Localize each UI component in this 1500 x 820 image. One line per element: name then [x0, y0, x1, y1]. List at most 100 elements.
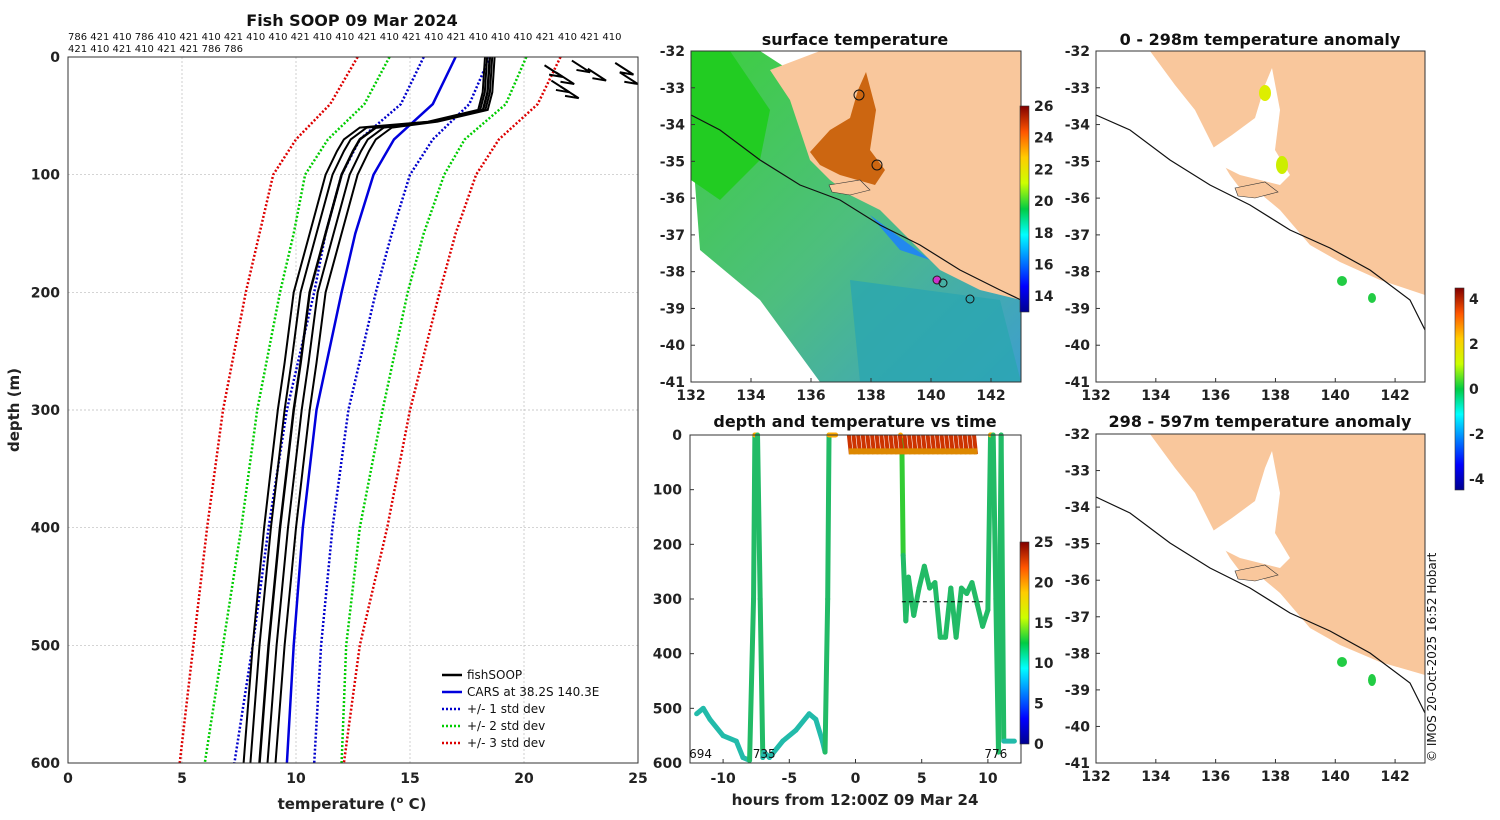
anomaly-lower-xtick: 140 [1321, 769, 1350, 785]
timeseries-colorbar [1019, 541, 1030, 745]
timeseries-segment-1-21 [990, 432, 999, 602]
sst-map-panel: surface temperature 132 134 136 138 140 142 -3… [660, 30, 1054, 404]
sst-colorbar-tick: 22 [1034, 162, 1053, 178]
sst-xtick: 142 [976, 388, 1005, 404]
timeseries-ytick: 100 [653, 483, 682, 499]
sst-field-4 [870, 215, 930, 260]
sst-ytick: -36 [660, 191, 685, 207]
sst-colorbar-tick: 16 [1034, 257, 1053, 273]
timeseries-frame [689, 434, 1022, 764]
profile-surface-mark-1 [555, 71, 575, 86]
sst-colorbar-tick: 18 [1034, 226, 1053, 242]
profile-title: Fish SOOP 09 Mar 2024 [246, 11, 457, 30]
timeseries-xtick: 5 [917, 771, 927, 787]
legend-label-fish: fishSOOP [467, 668, 522, 682]
anomaly-upper-patch-2 [1276, 156, 1288, 174]
timeseries-dive-label-2: 776 [984, 747, 1007, 761]
anomaly-lower-xtick: 132 [1081, 769, 1110, 785]
anomaly-upper-panel: 0 - 298m temperature anomaly 132 134 136 13… [1065, 30, 1426, 404]
anomaly-colorbar [1454, 287, 1465, 491]
anomaly-lower-ytick: -41 [1065, 756, 1090, 772]
anomaly-lower-contour [1096, 496, 1425, 714]
profile-xtick: 0 [63, 771, 73, 787]
profile-ytick: 100 [31, 168, 60, 184]
anomaly-upper-xtick: 136 [1201, 388, 1230, 404]
profile-ytick: 200 [31, 285, 60, 301]
anomaly-lower-gulf [1210, 451, 1290, 568]
anomaly-upper-xtick: 138 [1261, 388, 1290, 404]
timeseries-segment-0-13 [766, 738, 786, 761]
header-ids-line-1: 786 421 410 786 410 421 410 421 410 410 … [68, 32, 621, 43]
timeseries-segment-0-20 [825, 432, 832, 602]
header-ids-line-2: 421 410 421 410 421 421 786 786 [68, 44, 243, 55]
sst-colorbar-tick: 24 [1034, 131, 1054, 147]
anomaly-colorbar-tick: -2 [1469, 427, 1485, 443]
sst-ytick: -40 [660, 338, 686, 354]
timeseries-segment-0-10 [757, 596, 766, 761]
timeseries-segment-0-15 [793, 711, 812, 733]
sst-obs-2 [965, 294, 975, 304]
anomaly-lower-patch-2 [1368, 674, 1376, 686]
sst-colorbar-tick: 20 [1034, 194, 1054, 210]
profile-panel: Fish SOOP 09 Mar 2024 786 421 410 786 41… [5, 11, 648, 813]
timeseries-colorbar-tick: 25 [1034, 535, 1053, 551]
anomaly-upper-patch-1 [1259, 85, 1271, 101]
anomaly-lower-ytick: -35 [1065, 537, 1090, 553]
timeseries-ytick: 400 [653, 647, 682, 663]
timeseries-segment-1-13 [953, 585, 964, 640]
profile-series-0 [285, 56, 457, 764]
timeseries-segment-1-1 [899, 437, 906, 558]
timeseries-title: depth and temperature vs time [713, 412, 996, 431]
anomaly-lower-ytick: -38 [1065, 646, 1090, 662]
timeseries-colorbar-tick: 10 [1034, 656, 1054, 672]
anomaly-lower-xtick: 136 [1201, 769, 1230, 785]
profile-ylabel: depth (m) [5, 368, 23, 452]
sst-obs-4 [871, 159, 883, 171]
anomaly-upper-ytick: -39 [1065, 301, 1090, 317]
anomaly-upper-ticks: 132 134 136 138 140 142 -32 -33 -34 -35 -36 -37 -38 -… [1065, 44, 1410, 404]
timeseries-panel: depth and temperature vs time -10 -5 0 5 100… [653, 412, 1054, 809]
sst-obs-1 [938, 278, 948, 288]
profile-xtick: 10 [286, 771, 306, 787]
timeseries-xtick: 10 [978, 771, 998, 787]
timeseries-colorbar-ticks: 25 20 15 10 5 0 [1034, 535, 1054, 753]
profile-series-6 [342, 56, 562, 764]
sst-shelf-contour [691, 114, 1021, 301]
anomaly-upper-ytick: -37 [1065, 228, 1090, 244]
profile-surface-mark-4 [614, 62, 634, 76]
timeseries-ytick: 600 [653, 756, 682, 772]
sst-xtick: 136 [796, 388, 825, 404]
anomaly-upper-xtick: 140 [1321, 388, 1350, 404]
sst-land [770, 51, 1021, 300]
timeseries-track [694, 432, 1017, 763]
profile-series-5 [178, 56, 359, 764]
profile-ytick: 300 [31, 403, 60, 419]
sst-ytick: -39 [660, 301, 685, 317]
timeseries-segment-0-14 [780, 727, 799, 744]
profile-xtick: 15 [400, 771, 419, 787]
timeseries-segment-1-16 [969, 580, 980, 607]
profile-ticks: 0 5 10 15 20 25 0 100 200 300 400 500 600 [31, 50, 648, 787]
sst-colorbar-tick: 26 [1034, 99, 1053, 115]
profile-ytick: 500 [31, 638, 60, 654]
profile-lines [178, 56, 639, 764]
anomaly-lower-ticks: 132 134 136 138 140 142 -32 -33 -34 -35 -36 -37 -38 -… [1065, 427, 1410, 785]
timeseries-xtick: -10 [710, 771, 736, 787]
profile-series-3 [203, 56, 391, 764]
anomaly-colorbar-tick: 4 [1469, 292, 1479, 308]
timeseries-segment-0-19 [822, 596, 831, 755]
timeseries-segment-0-4 [733, 738, 746, 761]
anomaly-upper-ytick: -40 [1065, 338, 1091, 354]
timeseries-dive-label-1: 735 [753, 747, 776, 761]
timeseries-segment-0-17 [813, 716, 825, 744]
anomaly-colorbar-tick: 2 [1469, 337, 1479, 353]
legend-label-std2: +/- 2 std dev [467, 719, 545, 733]
sst-ticks: 132 134 136 138 140 142 -32 -33 -34 -35 -36 -37 -38 -… [660, 44, 1006, 404]
timeseries-segment-1-18 [980, 607, 991, 629]
timeseries-segment-1-19 [985, 432, 994, 613]
timeseries-dive-labels: 694 735 776 [689, 747, 1007, 761]
sst-ytick: -35 [660, 154, 685, 170]
profile-xtick: 20 [514, 771, 534, 787]
profile-xtick: 5 [177, 771, 187, 787]
